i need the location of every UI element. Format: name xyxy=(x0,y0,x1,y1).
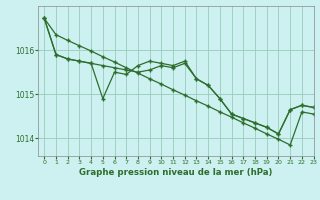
X-axis label: Graphe pression niveau de la mer (hPa): Graphe pression niveau de la mer (hPa) xyxy=(79,168,273,177)
